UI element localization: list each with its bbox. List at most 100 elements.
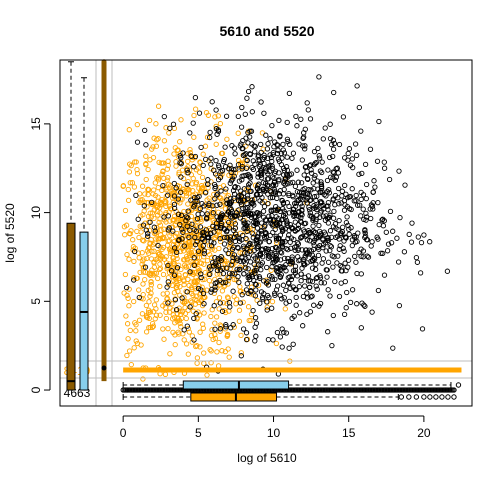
data-point: [151, 224, 157, 230]
data-point: [354, 270, 360, 277]
data-point: [235, 161, 242, 168]
data-point: [261, 203, 268, 210]
data-point: [328, 244, 335, 250]
data-point: [304, 237, 310, 243]
data-point: [265, 200, 271, 207]
data-point: [344, 289, 350, 296]
y-boxplot-dark: [66, 61, 76, 391]
data-point: [267, 195, 273, 201]
data-point: [290, 284, 296, 290]
data-point: [155, 103, 162, 109]
data-point: [451, 387, 457, 393]
data-point: [165, 300, 171, 306]
data-point: [165, 262, 171, 269]
data-point: [212, 183, 219, 190]
data-point: [154, 137, 160, 143]
data-point: [197, 329, 203, 335]
data-point: [216, 295, 223, 301]
data-point: [286, 210, 292, 216]
data-point: [206, 201, 212, 207]
data-point: [183, 190, 190, 196]
data-point: [255, 234, 261, 240]
data-point: [241, 271, 247, 277]
data-point: [293, 287, 299, 293]
data-point: [274, 245, 280, 251]
data-point: [269, 298, 276, 305]
data-point: [242, 210, 248, 217]
data-point: [190, 188, 196, 194]
data-point: [253, 320, 260, 326]
data-point: [187, 304, 193, 310]
data-point: [283, 287, 289, 294]
data-point: [221, 226, 227, 232]
data-point: [194, 343, 200, 349]
data-point: [177, 221, 183, 228]
data-point: [277, 188, 284, 194]
data-point: [263, 132, 269, 138]
data-point: [332, 278, 338, 285]
data-point: [341, 248, 347, 254]
data-point: [143, 142, 149, 148]
data-point: [137, 223, 143, 229]
data-point: [187, 146, 193, 153]
data-point: [219, 348, 225, 354]
data-point: [253, 214, 259, 220]
data-point: [311, 175, 317, 181]
data-point: [354, 301, 360, 307]
data-point: [212, 287, 218, 293]
data-point: [163, 203, 169, 210]
data-point: [252, 315, 259, 321]
data-point: [261, 160, 267, 167]
data-point: [372, 184, 378, 190]
data-point: [269, 165, 276, 172]
data-point: [318, 179, 324, 185]
data-point: [190, 120, 196, 126]
data-point: [300, 323, 306, 329]
data-point: [160, 168, 166, 175]
data-point: [304, 311, 310, 317]
data-point: [155, 242, 161, 249]
data-point: [353, 152, 360, 159]
data-point: [183, 214, 190, 220]
data-point: [263, 168, 269, 174]
data-point: [379, 217, 385, 223]
data-point: [141, 238, 147, 244]
data-point: [223, 186, 229, 192]
data-point: [345, 257, 352, 263]
data-point: [249, 109, 255, 115]
data-point: [189, 157, 195, 163]
data-point: [281, 208, 287, 214]
data-point: [215, 191, 221, 197]
data-point: [126, 127, 132, 133]
data-point: [134, 166, 140, 173]
data-point: [224, 136, 230, 142]
data-point: [307, 309, 314, 315]
data-point: [356, 171, 362, 177]
data-point: [343, 219, 350, 226]
data-point: [208, 243, 215, 249]
data-point: [219, 168, 226, 174]
data-point: [232, 151, 238, 157]
data-point: [274, 195, 280, 202]
data-point: [209, 327, 215, 333]
data-point: [360, 254, 366, 260]
data-point: [188, 279, 194, 285]
data-point: [255, 183, 261, 189]
data-point: [241, 211, 247, 217]
data-point: [292, 263, 299, 269]
data-point: [180, 299, 186, 305]
data-point: [291, 313, 297, 319]
data-point: [277, 273, 283, 280]
data-point: [128, 228, 134, 234]
data-point: [307, 229, 313, 236]
data-point: [206, 277, 213, 284]
data-point: [213, 314, 220, 320]
data-point: [262, 217, 269, 223]
data-point: [324, 267, 330, 273]
data-point: [179, 295, 185, 301]
data-point: [133, 328, 139, 334]
data-point: [182, 271, 188, 278]
data-point: [208, 161, 214, 167]
data-point: [211, 167, 217, 173]
data-point: [201, 310, 207, 316]
